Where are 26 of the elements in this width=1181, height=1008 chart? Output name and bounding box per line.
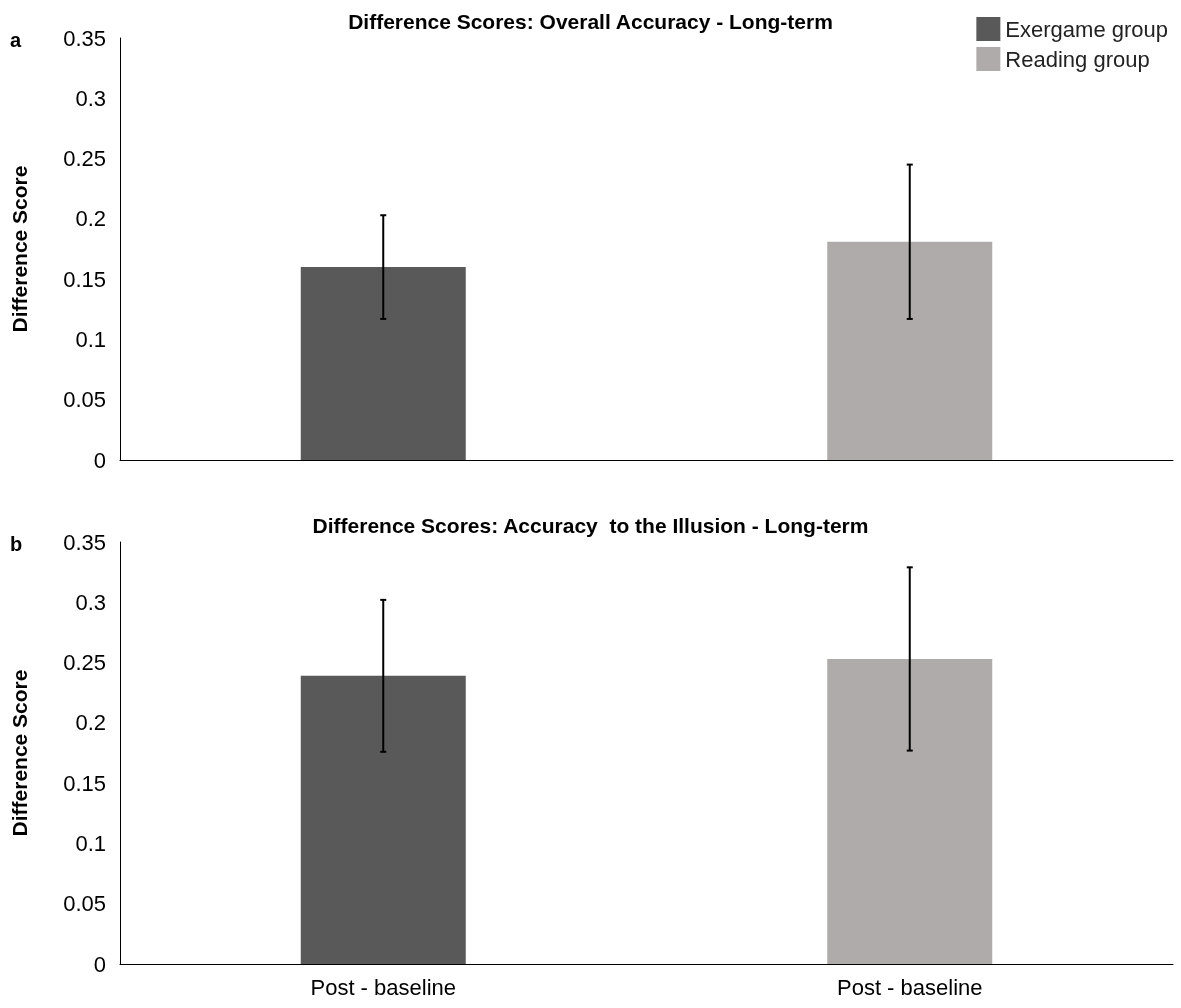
y-axis-title: Difference Score xyxy=(8,669,31,837)
y-tick-label: 0.05 xyxy=(63,891,106,917)
y-tick-label: 0.1 xyxy=(75,326,106,352)
y-tick-label: 0.35 xyxy=(63,25,106,51)
legend-label: Reading group xyxy=(1005,46,1150,72)
y-axis-title: Difference Score xyxy=(8,165,31,333)
y-tick-label: 0 xyxy=(93,951,106,977)
x-tick-label: Post - baseline xyxy=(836,974,983,1000)
x-tick-label: Post - baseline xyxy=(310,974,457,1000)
legend-label: Exergame group xyxy=(1005,16,1169,42)
y-tick-label: 0.15 xyxy=(63,266,106,292)
y-tick-label: 0.05 xyxy=(63,387,106,413)
text: b xyxy=(10,533,23,555)
y-tick-label: 0.25 xyxy=(63,146,106,172)
y-tick-label: 0.2 xyxy=(75,206,106,232)
y-tick-label: 0.15 xyxy=(63,770,106,796)
y-tick-label: 0.2 xyxy=(75,710,106,736)
chart-title: Difference Scores: Overall Accuracy - Long-term xyxy=(348,10,833,33)
y-tick-label: 0.1 xyxy=(75,830,106,856)
text: a xyxy=(10,29,22,51)
y-tick-label: 0.25 xyxy=(63,650,106,676)
y-tick-label: 0 xyxy=(93,447,106,473)
y-tick-label: 0.35 xyxy=(63,529,106,555)
y-tick-label: 0.3 xyxy=(75,589,106,615)
y-tick-label: 0.3 xyxy=(75,85,106,111)
chart-title: Difference Scores: Accuracy to the Illusion - Long-term xyxy=(312,514,869,537)
